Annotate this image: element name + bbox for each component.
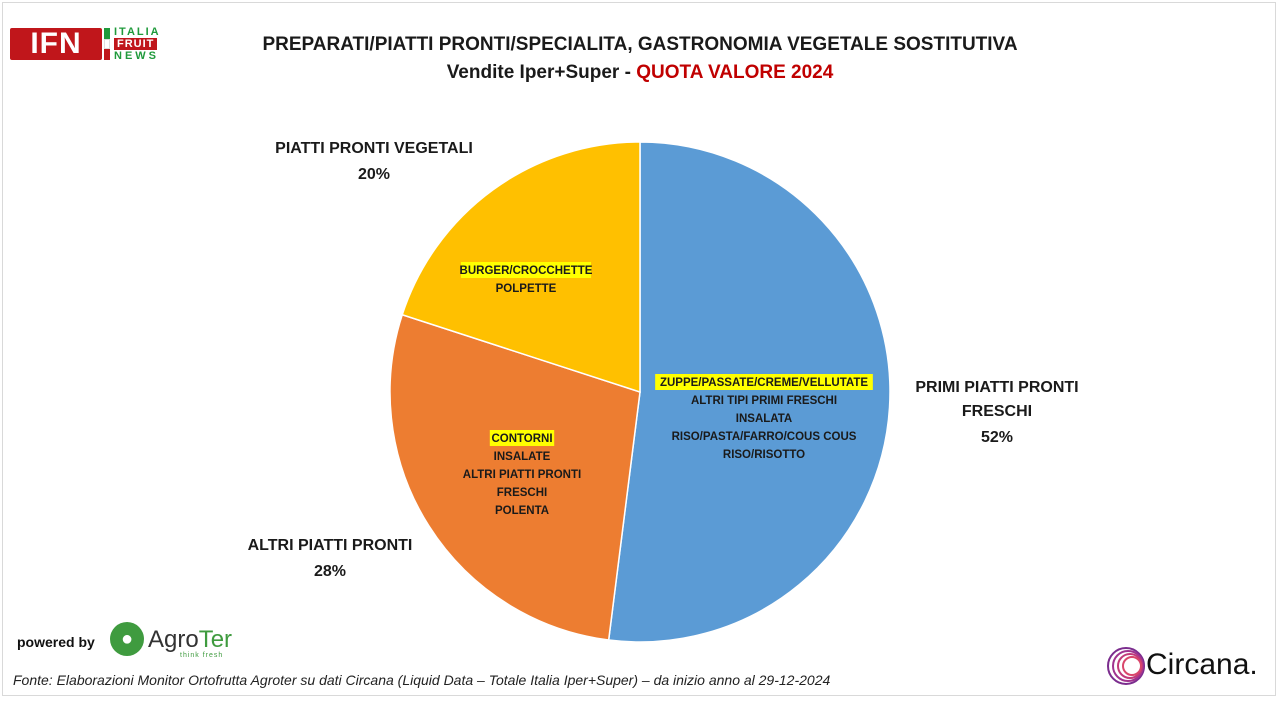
slice-detail-label: RISO/RISOTTO bbox=[723, 449, 805, 461]
ifn-word-italia: ITALIA bbox=[114, 26, 161, 38]
circana-name: Circana. bbox=[1146, 648, 1258, 681]
source-note: Fonte: Elaborazioni Monitor Ortofrutta A… bbox=[13, 672, 831, 688]
tree-icon: ● bbox=[110, 622, 144, 656]
ifn-word-news: NEWS bbox=[114, 50, 159, 62]
ifn-logo: IFN ITALIA FRUIT NEWS bbox=[10, 26, 170, 66]
ifn-logo-words: ITALIA FRUIT NEWS bbox=[114, 26, 161, 62]
slice-detail-label: ALTRI TIPI PRIMI FRESCHI bbox=[691, 395, 837, 407]
ifn-word-fruit: FRUIT bbox=[114, 38, 158, 50]
agroter-name: AgroTer bbox=[148, 626, 232, 654]
powered-by-label: powered by bbox=[17, 634, 95, 650]
highlight-marker bbox=[489, 430, 555, 446]
slice-category-label: FRESCHI bbox=[962, 403, 1032, 420]
agroter-name-a: Agro bbox=[148, 626, 199, 653]
slice-category-label: PRIMI PIATTI PRONTI bbox=[915, 379, 1078, 396]
slice-detail-label: INSALATA bbox=[736, 413, 792, 425]
slice-detail-label: BURGER/CROCCHETTE bbox=[460, 265, 593, 277]
pie-slice bbox=[389, 313, 641, 641]
agroter-name-b: Ter bbox=[198, 626, 233, 653]
highlight-marker bbox=[655, 374, 873, 390]
slice-category-label: PIATTI PRONTI VEGETALI bbox=[275, 140, 473, 157]
subtitle-prefix: Vendite Iper+Super - bbox=[446, 62, 637, 83]
slice-detail-label: RISO/PASTA/FARRO/COUS COUS bbox=[672, 431, 857, 443]
slice-value-label: 28% bbox=[314, 563, 346, 580]
circana-logo: Circana. bbox=[1106, 642, 1276, 690]
slice-value-label: 20% bbox=[358, 166, 390, 183]
slice-detail-label: INSALATE bbox=[494, 451, 551, 463]
slice-detail-label: ZUPPE/PASSATE/CREME/VELLUTATE bbox=[660, 377, 868, 389]
circana-rings-icon bbox=[1107, 647, 1145, 685]
slice-value-label: 52% bbox=[981, 429, 1013, 446]
chart-title: PREPARATI/PIATTI PRONTI/SPECIALITA, GAST… bbox=[262, 34, 1018, 55]
agroter-logo: ● AgroTer think fresh bbox=[108, 620, 248, 664]
italian-flag-icon bbox=[104, 28, 110, 60]
slide-frame bbox=[2, 2, 1276, 696]
chart-subtitle: Vendite Iper+Super - QUOTA VALORE 2024 bbox=[0, 62, 1280, 84]
slice-detail-label: ALTRI PIATTI PRONTI bbox=[463, 469, 581, 481]
slice-detail-label: FRESCHI bbox=[497, 487, 547, 499]
pie-slice bbox=[607, 141, 891, 643]
slice-category-label: ALTRI PIATTI PRONTI bbox=[248, 537, 413, 554]
slice-detail-label: CONTORNI bbox=[491, 433, 552, 445]
ifn-logo-mark: IFN bbox=[10, 28, 102, 60]
agroter-tagline: think fresh bbox=[180, 652, 224, 659]
slice-detail-label: POLPETTE bbox=[496, 283, 557, 295]
subtitle-highlight: QUOTA VALORE 2024 bbox=[636, 62, 834, 83]
slice-detail-label: POLENTA bbox=[495, 505, 549, 517]
highlight-marker bbox=[460, 262, 592, 278]
